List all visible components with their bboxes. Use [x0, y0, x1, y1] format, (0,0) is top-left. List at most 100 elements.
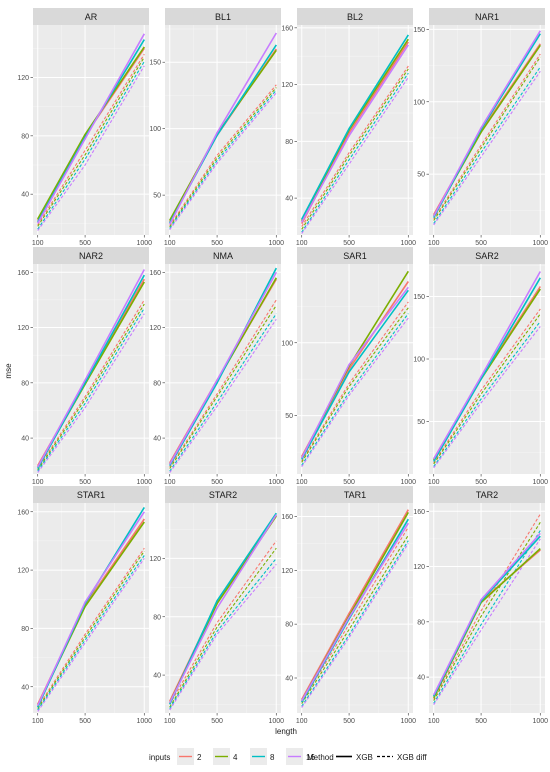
facet-panel: TAR1 100 500 1000 40 80 120 160 — [281, 486, 416, 725]
series-line-16-xgb — [168, 514, 277, 704]
facet-strip — [33, 247, 149, 264]
panels-grid: AR 100 500 1000 40 80 120 BL1 100 500 1000 50 100 150… — [17, 8, 548, 725]
legend-key-method-xgb-diff: XGB diff — [377, 753, 427, 762]
series-line-2-xgb-diff — [301, 65, 409, 227]
y-tick-label: 50 — [417, 172, 425, 179]
facet-title: NAR2 — [79, 251, 103, 261]
plot-background — [297, 25, 413, 235]
x-tick-label: 500 — [343, 718, 355, 725]
y-tick-label: 120 — [149, 325, 161, 332]
facet-panel: BL2 100 500 1000 40 80 120 160 — [281, 8, 416, 247]
x-tick-label: 1000 — [136, 718, 152, 725]
y-tick-label: 40 — [21, 436, 29, 443]
series-line-16-xgb-diff — [169, 318, 277, 473]
facet-title: BL2 — [347, 12, 363, 22]
x-tick-label: 1000 — [136, 479, 152, 486]
x-tick-label: 100 — [428, 240, 440, 247]
x-tick-label: 500 — [475, 718, 487, 725]
facet-strip — [429, 486, 545, 503]
y-tick-label: 120 — [281, 82, 293, 89]
x-tick-label: 100 — [164, 479, 176, 486]
series-line-8-xgb-diff — [433, 530, 541, 704]
x-tick-label: 100 — [428, 479, 440, 486]
series-line-8-xgb-diff — [37, 61, 145, 230]
series-line-8-xgb — [300, 34, 409, 220]
x-tick-label: 100 — [164, 240, 176, 247]
x-tick-label: 500 — [211, 479, 223, 486]
series-line-16-xgb-diff — [37, 558, 145, 712]
y-tick-label: 120 — [17, 325, 29, 332]
series-line-8-xgb-diff — [301, 313, 409, 466]
series-line-16-xgb — [432, 30, 541, 217]
series-line-2-xgb-diff — [169, 84, 277, 227]
facet-strip — [429, 8, 545, 25]
x-tick-label: 500 — [79, 240, 91, 247]
y-tick-label: 50 — [417, 419, 425, 426]
facet-panel: STAR2 100 500 1000 40 80 120 — [149, 486, 284, 725]
series-line-4-xgb-diff — [433, 522, 541, 701]
x-tick-label: 1000 — [400, 240, 416, 247]
series-line-8-xgb-diff — [301, 540, 409, 707]
series-line-16-xgb-diff — [433, 326, 541, 469]
y-tick-label: 80 — [153, 614, 161, 621]
y-tick-label: 40 — [21, 684, 29, 691]
x-tick-label: 500 — [79, 479, 91, 486]
legend-key-inputs-4: 4 — [213, 748, 238, 765]
facet-strip — [429, 247, 545, 264]
facet-panel: STAR1 100 500 1000 40 80 120 160 — [17, 486, 152, 725]
y-tick-label: 160 — [281, 514, 293, 521]
facet-title: BL1 — [215, 12, 231, 22]
x-tick-label: 1000 — [268, 240, 284, 247]
series-line-8-xgb-diff — [433, 66, 541, 224]
series-line-2-xgb — [300, 509, 409, 700]
series-line-4-xgb-diff — [301, 535, 409, 704]
series-line-4-xgb-diff — [169, 547, 277, 708]
x-tick-label: 100 — [296, 718, 308, 725]
series-line-8-xgb-diff — [169, 89, 277, 229]
series-line-16-xgb — [36, 511, 145, 707]
y-tick-label: 80 — [153, 380, 161, 387]
series-line-4-xgb-diff — [433, 313, 541, 465]
y-tick-label: 160 — [149, 270, 161, 277]
series-line-2-xgb-diff — [433, 513, 541, 700]
y-tick-label: 160 — [413, 509, 425, 516]
y-tick-label: 80 — [21, 133, 29, 140]
legend: inputs 2 4 8 16 Method XGB XGB diff — [149, 748, 427, 765]
series-line-2-xgb-diff — [301, 301, 409, 462]
x-tick-label: 100 — [428, 718, 440, 725]
series-line-4-xgb-diff — [37, 550, 145, 709]
series-line-8-xgb-diff — [169, 313, 277, 472]
legend-key-inputs-2: 2 — [177, 748, 202, 765]
facet-title: SAR2 — [475, 251, 499, 261]
legend-label: 4 — [233, 753, 238, 762]
x-tick-label: 500 — [211, 718, 223, 725]
series-line-8-xgb-diff — [301, 72, 409, 233]
facet-strip — [165, 8, 281, 25]
facet-strip — [297, 247, 413, 264]
series-line-16-xgb — [169, 271, 278, 465]
x-tick-label: 1000 — [268, 718, 284, 725]
y-tick-label: 80 — [21, 626, 29, 633]
facet-panel: NAR1 100 500 1000 50 100 150 — [413, 8, 548, 247]
y-tick-label: 100 — [149, 126, 161, 133]
series-line-4-xgb-diff — [433, 56, 541, 221]
series-line-4-xgb-diff — [169, 305, 277, 469]
facet-panel: BL1 100 500 1000 50 100 150 — [149, 8, 284, 247]
x-tick-label: 100 — [164, 718, 176, 725]
legend-method-title: Method — [307, 753, 334, 762]
series-line-2-xgb-diff — [37, 299, 145, 469]
x-tick-label: 100 — [32, 718, 44, 725]
series-line-16-xgb — [300, 44, 409, 223]
y-tick-label: 40 — [153, 436, 161, 443]
series-line-16-xgb-diff — [169, 92, 277, 231]
series-line-8-xgb-diff — [169, 558, 277, 709]
series-line-4-xgb-diff — [37, 56, 145, 227]
y-tick-label: 80 — [285, 622, 293, 629]
series-line-16-xgb-diff — [37, 65, 145, 231]
series-line-16-xgb — [433, 271, 541, 460]
y-tick-label: 160 — [17, 509, 29, 516]
series-line-16-xgb-diff — [301, 317, 409, 468]
legend-label: 8 — [270, 753, 275, 762]
y-tick-label: 100 — [413, 99, 425, 106]
